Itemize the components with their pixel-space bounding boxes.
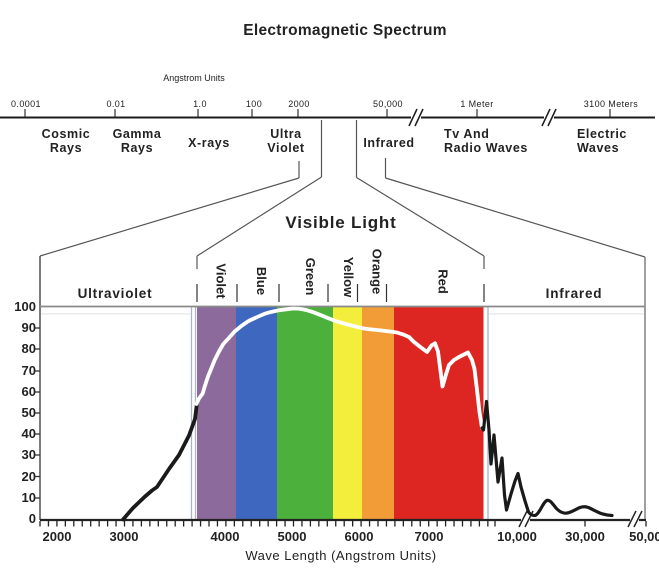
svg-text:Wave Length (Angstrom Units): Wave Length (Angstrom Units) xyxy=(245,548,436,563)
svg-text:0.01: 0.01 xyxy=(106,99,125,109)
svg-text:5000: 5000 xyxy=(278,529,307,544)
svg-text:1 Meter: 1 Meter xyxy=(460,99,493,109)
svg-text:Ultra: Ultra xyxy=(270,127,302,141)
svg-text:80: 80 xyxy=(22,341,36,356)
svg-text:Green: Green xyxy=(303,258,318,296)
svg-text:70: 70 xyxy=(22,363,36,378)
svg-text:Radio Waves: Radio Waves xyxy=(444,141,528,155)
svg-text:30,000: 30,000 xyxy=(565,529,605,544)
svg-text:20: 20 xyxy=(22,469,36,484)
svg-text:4000: 4000 xyxy=(211,529,240,544)
svg-text:Electromagnetic Spectrum: Electromagnetic Spectrum xyxy=(243,22,447,39)
svg-text:Tv And: Tv And xyxy=(444,127,490,141)
svg-text:Gamma: Gamma xyxy=(113,127,162,141)
svg-text:10: 10 xyxy=(22,490,36,505)
svg-text:3000: 3000 xyxy=(110,529,139,544)
svg-text:Visible Light: Visible Light xyxy=(285,213,396,232)
svg-text:50,000: 50,000 xyxy=(629,529,659,544)
svg-text:Infrared: Infrared xyxy=(363,136,414,150)
svg-text:60: 60 xyxy=(22,384,36,399)
svg-text:2000: 2000 xyxy=(288,99,310,109)
svg-text:7000: 7000 xyxy=(415,529,444,544)
svg-text:Infrared: Infrared xyxy=(546,286,603,301)
svg-text:Orange: Orange xyxy=(370,249,385,295)
svg-text:6000: 6000 xyxy=(345,529,374,544)
svg-text:30: 30 xyxy=(22,447,36,462)
svg-text:Rays: Rays xyxy=(121,141,153,155)
svg-text:0.0001: 0.0001 xyxy=(11,99,41,109)
svg-text:50,000: 50,000 xyxy=(373,99,403,109)
svg-text:Electric: Electric xyxy=(577,127,627,141)
svg-text:3100 Meters: 3100 Meters xyxy=(584,99,639,109)
svg-text:Ultraviolet: Ultraviolet xyxy=(78,286,153,301)
svg-text:Violet: Violet xyxy=(214,263,229,299)
svg-text:1.0: 1.0 xyxy=(193,99,207,109)
svg-text:2000: 2000 xyxy=(43,529,72,544)
svg-text:Blue: Blue xyxy=(254,267,269,295)
svg-text:Waves: Waves xyxy=(577,141,619,155)
svg-text:90: 90 xyxy=(22,320,36,335)
svg-text:100: 100 xyxy=(246,99,262,109)
svg-text:X-rays: X-rays xyxy=(188,136,230,150)
svg-text:100: 100 xyxy=(14,299,36,314)
svg-text:0: 0 xyxy=(29,511,36,526)
svg-text:Cosmic: Cosmic xyxy=(42,127,91,141)
svg-text:Rays: Rays xyxy=(50,141,82,155)
svg-text:50: 50 xyxy=(22,405,36,420)
svg-text:10,000: 10,000 xyxy=(497,529,537,544)
svg-text:40: 40 xyxy=(22,426,36,441)
svg-text:Angstrom Units: Angstrom Units xyxy=(163,73,225,83)
svg-text:Yellow: Yellow xyxy=(341,257,356,298)
svg-text:Red: Red xyxy=(436,269,451,294)
svg-text:Violet: Violet xyxy=(267,141,305,155)
